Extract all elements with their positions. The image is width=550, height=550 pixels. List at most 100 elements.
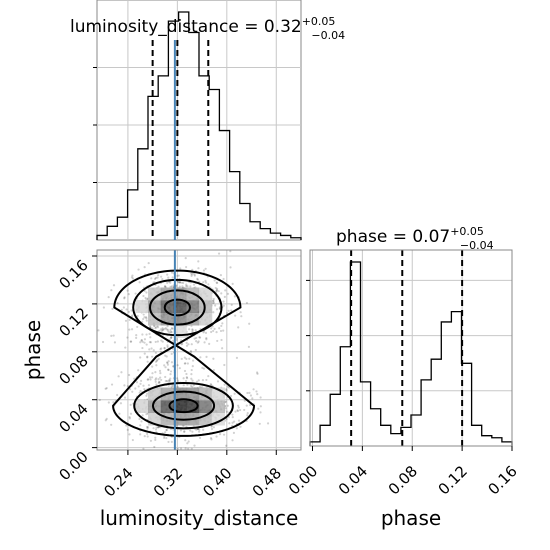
x-tick-label: 0.48 xyxy=(249,464,285,500)
scatter-point xyxy=(129,340,132,343)
scatter-point xyxy=(246,414,249,417)
scatter-point xyxy=(218,327,221,330)
contour-level xyxy=(133,382,234,430)
scatter-point xyxy=(204,281,208,284)
scatter-point xyxy=(165,429,168,432)
scatter-point xyxy=(237,406,240,409)
scatter-point xyxy=(120,371,123,374)
density-cell xyxy=(199,312,213,326)
scatter-point xyxy=(155,359,158,362)
scatter-point xyxy=(248,391,251,394)
scatter-point xyxy=(161,328,164,331)
scatter-point xyxy=(185,344,189,347)
scatter-point xyxy=(177,281,181,284)
scatter-point xyxy=(154,360,158,363)
scatter-point xyxy=(195,336,198,340)
scatter-point xyxy=(170,327,173,330)
scatter-point xyxy=(212,329,215,333)
scatter-point xyxy=(142,384,145,387)
scatter-point xyxy=(157,274,160,277)
scatter-point xyxy=(160,275,163,278)
scatter-point xyxy=(154,438,157,441)
scatter-point xyxy=(170,336,173,339)
scatter-point xyxy=(178,285,181,288)
scatter-point xyxy=(141,320,144,323)
scatter-point xyxy=(128,388,132,391)
scatter-point xyxy=(172,339,175,343)
scatter-point xyxy=(130,328,134,331)
scatter-point xyxy=(190,368,193,372)
y-tick-label: 0.16 xyxy=(55,256,91,292)
scatter-point xyxy=(148,332,151,335)
scatter-point xyxy=(152,349,155,352)
scatter-point xyxy=(128,417,131,420)
scatter-point xyxy=(146,356,149,359)
scatter-point xyxy=(142,294,145,298)
y-tick-label: 0.04 xyxy=(55,400,91,436)
scatter-point xyxy=(158,369,162,372)
scatter-point xyxy=(143,435,146,438)
scatter-point xyxy=(229,250,232,253)
top-left-y-ticks xyxy=(93,67,97,183)
scatter-point xyxy=(189,285,192,288)
scatter-point xyxy=(111,307,114,311)
contour-level xyxy=(168,398,199,414)
scatter-point xyxy=(221,322,224,325)
scatter-point xyxy=(181,342,184,345)
scatter-point xyxy=(135,381,139,384)
scatter-point xyxy=(131,274,134,277)
scatter-point xyxy=(192,359,195,362)
scatter-point xyxy=(166,345,169,349)
scatter-point xyxy=(222,304,225,307)
scatter-point xyxy=(128,328,131,331)
scatter-point xyxy=(166,328,169,331)
scatter-point xyxy=(222,300,225,303)
scatter-point xyxy=(105,387,108,390)
scatter-point xyxy=(156,276,159,279)
scatter-point xyxy=(146,392,149,395)
scatter-point xyxy=(194,329,197,332)
scatter-point xyxy=(141,340,144,343)
density-cell xyxy=(199,400,213,413)
scatter-point xyxy=(191,328,194,331)
scatter-point xyxy=(222,433,226,436)
scatter-point xyxy=(158,380,161,383)
scatter-point xyxy=(202,428,205,431)
scatter-point xyxy=(110,334,113,337)
scatter-point xyxy=(232,431,236,434)
scatter-point xyxy=(149,336,152,339)
scatter-point xyxy=(164,379,167,383)
scatter-point xyxy=(223,383,226,386)
scatter-point xyxy=(217,252,221,255)
scatter-point xyxy=(137,369,140,372)
scatter-point xyxy=(163,285,167,288)
scatter-point xyxy=(123,297,126,300)
scatter-point xyxy=(215,289,218,292)
scatter-point xyxy=(125,308,128,311)
scatter-point xyxy=(189,350,192,353)
scatter-point xyxy=(193,274,196,277)
scatter-point xyxy=(112,284,116,287)
scatter-point xyxy=(166,273,169,276)
y-tick-label: 0.08 xyxy=(55,352,91,388)
scatter-point xyxy=(137,385,140,388)
scatter-point xyxy=(178,281,182,284)
scatter-point xyxy=(218,433,222,436)
scatter-point xyxy=(126,428,129,431)
scatter-point xyxy=(157,285,160,288)
scatter-point xyxy=(231,282,234,285)
scatter-point xyxy=(230,303,233,306)
scatter-point xyxy=(142,447,145,450)
scatter-point xyxy=(183,356,186,359)
scatter-point xyxy=(183,430,186,433)
scatter-point xyxy=(146,426,150,429)
scatter-point xyxy=(129,403,132,406)
scatter-point xyxy=(131,277,135,280)
scatter-point xyxy=(191,330,194,333)
x-axis-label-luminosity-distance: luminosity_distance xyxy=(100,506,299,530)
scatter-point xyxy=(243,399,246,402)
scatter-point xyxy=(131,438,134,442)
scatter-point xyxy=(239,311,242,314)
density-cell xyxy=(173,300,187,313)
joint-grid xyxy=(97,250,301,450)
